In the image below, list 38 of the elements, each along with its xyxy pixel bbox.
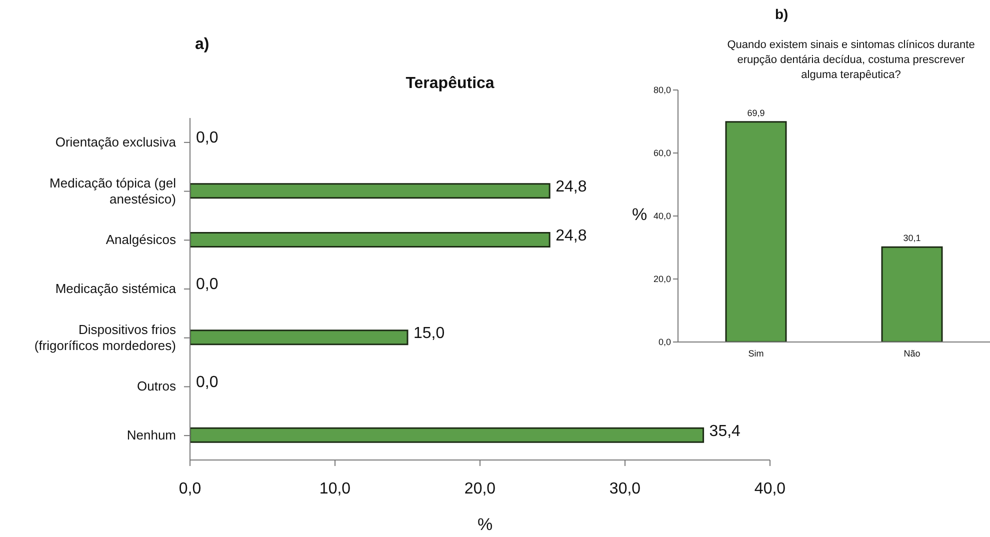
- x-tick-label: 40,0: [754, 480, 786, 498]
- bar: [190, 330, 408, 346]
- data-label: 35,4: [709, 422, 741, 440]
- y-tick-label: Dispositivos frios (frigoríficos mordedores): [34, 322, 176, 353]
- x-axis-title: %: [476, 515, 494, 535]
- chart-title: Terapêutica: [404, 75, 496, 93]
- y-tick-label: 60,0: [653, 148, 671, 158]
- data-label: 15,0: [414, 325, 445, 342]
- data-label: 30,1: [903, 233, 921, 244]
- text: b): [775, 6, 788, 22]
- data-label: 24,8: [556, 227, 587, 244]
- x-tick-label: Não: [904, 348, 920, 358]
- text: a): [195, 36, 210, 54]
- y-tick-label: Nenhum: [126, 428, 176, 443]
- x-tick-label: 0,0: [178, 480, 202, 498]
- x-tick-label: 20,0: [464, 480, 496, 498]
- data-label: 0,0: [196, 276, 218, 294]
- y-tick-label: Outros: [136, 378, 176, 394]
- data-label: 24,8: [556, 178, 587, 196]
- y-tick-label: Orientação exclusiva: [55, 134, 177, 150]
- y-tick-label: 20,0: [653, 274, 671, 284]
- bar: [190, 183, 550, 199]
- x-tick-label: 30,0: [609, 480, 641, 498]
- y-tick-label: Medicação sistémica: [55, 281, 177, 296]
- y-tick-label: 40,0: [653, 211, 671, 222]
- y-axis-title: %: [632, 205, 648, 225]
- x-tick-label: Sim: [748, 348, 764, 358]
- chart-title: Quando existem sinais e sintomas clínicos durante erupção dentária decídua, costuma prescrever alguma terapêutica?: [726, 38, 976, 83]
- y-tick-label: Medicação tópica (gel anestésico): [50, 175, 176, 206]
- bar: [190, 232, 550, 248]
- x-tick-label: 10,0: [319, 480, 351, 498]
- y-tick-label: Analgésicos: [106, 232, 176, 248]
- data-label: 69,9: [747, 108, 765, 118]
- y-tick-label: 0,0: [658, 337, 671, 348]
- data-label: 0,0: [196, 130, 218, 147]
- data-label: 0,0: [196, 374, 218, 391]
- bar: [190, 427, 704, 443]
- y-tick-label: 80,0: [653, 85, 671, 96]
